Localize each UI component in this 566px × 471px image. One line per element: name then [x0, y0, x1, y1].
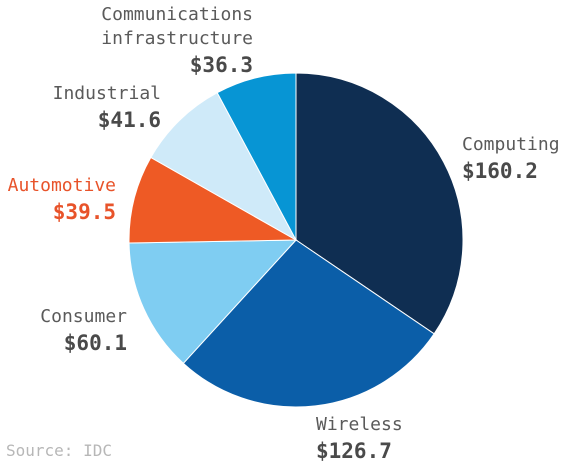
pie-slice-communications-infrastructure	[216, 72, 297, 241]
slice-value-computing: $160.2	[462, 159, 538, 183]
slice-label-wireless: Wireless	[316, 414, 403, 435]
pie-slice-consumer	[128, 239, 298, 365]
pie-slice-wireless	[182, 239, 435, 408]
pie-slices	[128, 72, 464, 408]
slice-label-industrial: Industrial	[53, 83, 161, 104]
slice-value-wireless: $126.7	[316, 439, 392, 463]
slice-label-computing: Computing	[462, 134, 560, 155]
slice-value-automotive: $39.5	[53, 200, 116, 224]
pie-slice-industrial	[150, 92, 298, 242]
slice-value-industrial: $41.6	[98, 108, 161, 132]
pie-slice-computing	[295, 72, 464, 335]
slice-label-automotive: Automotive	[8, 175, 116, 196]
slice-label-communications-infrastructure: Communications	[101, 4, 253, 25]
pie-labels: Computing $160.2 Wireless $126.7 Consumer $60…	[8, 4, 560, 463]
pie-slice-automotive	[128, 156, 298, 244]
source-note: Source: IDC	[6, 441, 112, 460]
slice-label-consumer: Consumer	[40, 306, 127, 327]
slice-label-communications-infrastructure: infrastructure	[101, 28, 253, 49]
slice-value-communications-infrastructure: $36.3	[190, 53, 253, 77]
slice-value-consumer: $60.1	[64, 331, 127, 355]
